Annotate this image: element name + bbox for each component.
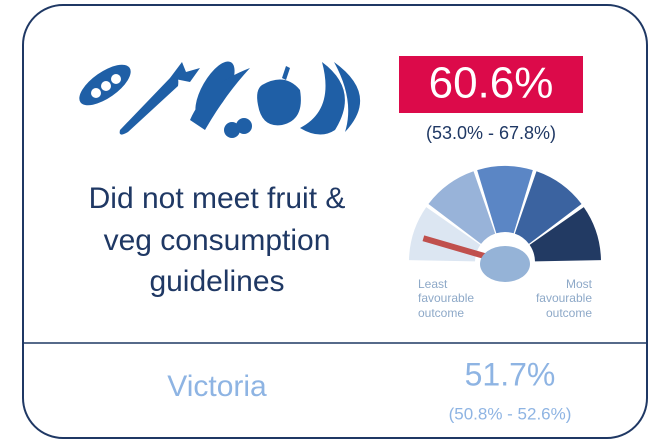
comparison-ci: (50.8% - 52.6%) [449, 404, 572, 423]
gauge-segment [514, 171, 582, 244]
indicator-label: veg consumption [104, 224, 331, 257]
gauge-segment [529, 207, 601, 262]
gauge-segment [477, 166, 533, 234]
gauge-segment [428, 171, 496, 244]
comparison-value: 51.7% [465, 356, 556, 392]
most-label: outcome [546, 306, 592, 320]
least-label: favourable [418, 291, 474, 305]
indicator-value: 60.6% [429, 59, 554, 108]
fruit-veg-icons [79, 61, 361, 138]
least-label: outcome [418, 306, 464, 320]
indicator-label: guidelines [149, 265, 284, 298]
indicator-label: Did not meet fruit & [89, 182, 346, 215]
gauge [409, 166, 601, 282]
value-box [399, 56, 583, 113]
indicator-ci: (53.0% - 67.8%) [426, 123, 556, 143]
least-label: Least [418, 277, 448, 291]
comparison-name: Victoria [167, 370, 267, 403]
card-border [22, 4, 648, 439]
most-label: favourable [536, 291, 592, 305]
gauge-hub [480, 246, 530, 282]
most-label: Most [566, 277, 593, 291]
